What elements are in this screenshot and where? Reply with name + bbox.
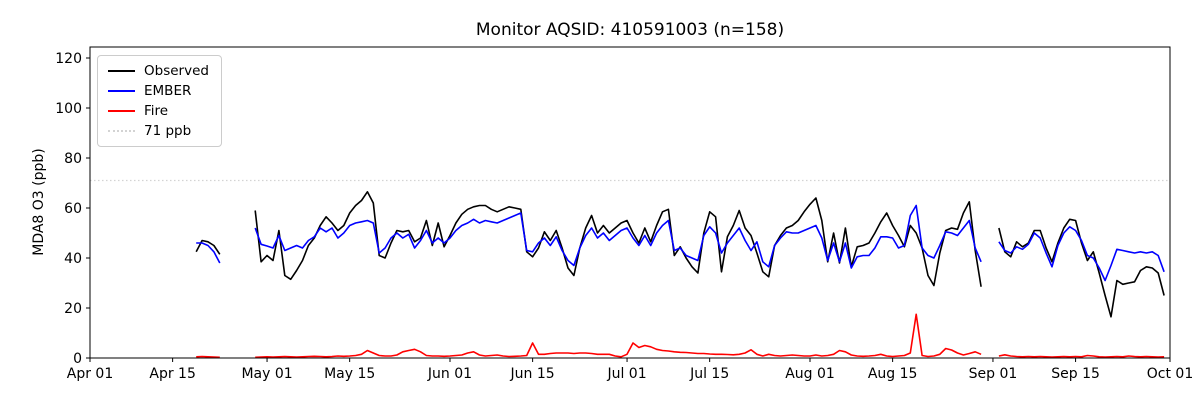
legend-item-ember: EMBER xyxy=(108,83,209,99)
legend-item-observed: Observed xyxy=(108,63,209,79)
x-tick-label: Aug 01 xyxy=(785,366,835,382)
x-tick-label: Sep 01 xyxy=(969,366,1018,382)
y-tick-label: 40 xyxy=(64,251,82,267)
x-tick-label: May 01 xyxy=(241,366,292,382)
series-line-fire xyxy=(196,313,1165,359)
fire-line-icon xyxy=(108,110,135,112)
ember-line-icon xyxy=(108,90,135,92)
observed-line-icon xyxy=(108,70,135,72)
series-line-ember xyxy=(196,204,1165,282)
legend-item-fire: Fire xyxy=(108,103,209,119)
y-tick-label: 0 xyxy=(73,351,82,367)
chart-title: Monitor AQSID: 410591003 (n=158) xyxy=(475,20,785,40)
legend-label-observed: Observed xyxy=(144,63,209,79)
legend-item-threshold: 71 ppb xyxy=(108,123,209,139)
legend-label-fire: Fire xyxy=(144,103,169,119)
x-tick-label: Oct 01 xyxy=(1147,366,1193,382)
x-tick-label: May 15 xyxy=(324,366,375,382)
y-tick-label: 120 xyxy=(55,51,82,67)
legend-label-threshold: 71 ppb xyxy=(144,123,192,139)
x-tick-label: Jul 15 xyxy=(689,366,729,382)
x-tick-label: Jul 01 xyxy=(606,366,646,382)
threshold-line-icon xyxy=(108,130,135,132)
legend-label-ember: EMBER xyxy=(144,83,192,99)
series-line-observed xyxy=(195,191,1165,318)
plot-border xyxy=(89,46,1171,359)
y-tick-label: 80 xyxy=(64,151,82,167)
x-tick-label: Aug 15 xyxy=(868,366,918,382)
y-tick-label: 60 xyxy=(64,201,82,217)
x-tick-label: Jun 15 xyxy=(510,366,555,382)
x-tick-label: Apr 15 xyxy=(149,366,195,382)
x-tick-label: Apr 01 xyxy=(67,366,113,382)
legend: Observed EMBER Fire 71 ppb xyxy=(97,55,222,147)
x-tick-label: Sep 15 xyxy=(1051,366,1100,382)
x-tick-label: Jun 01 xyxy=(427,366,472,382)
y-tick-label: 20 xyxy=(64,301,82,317)
y-tick-label: 100 xyxy=(55,101,82,117)
